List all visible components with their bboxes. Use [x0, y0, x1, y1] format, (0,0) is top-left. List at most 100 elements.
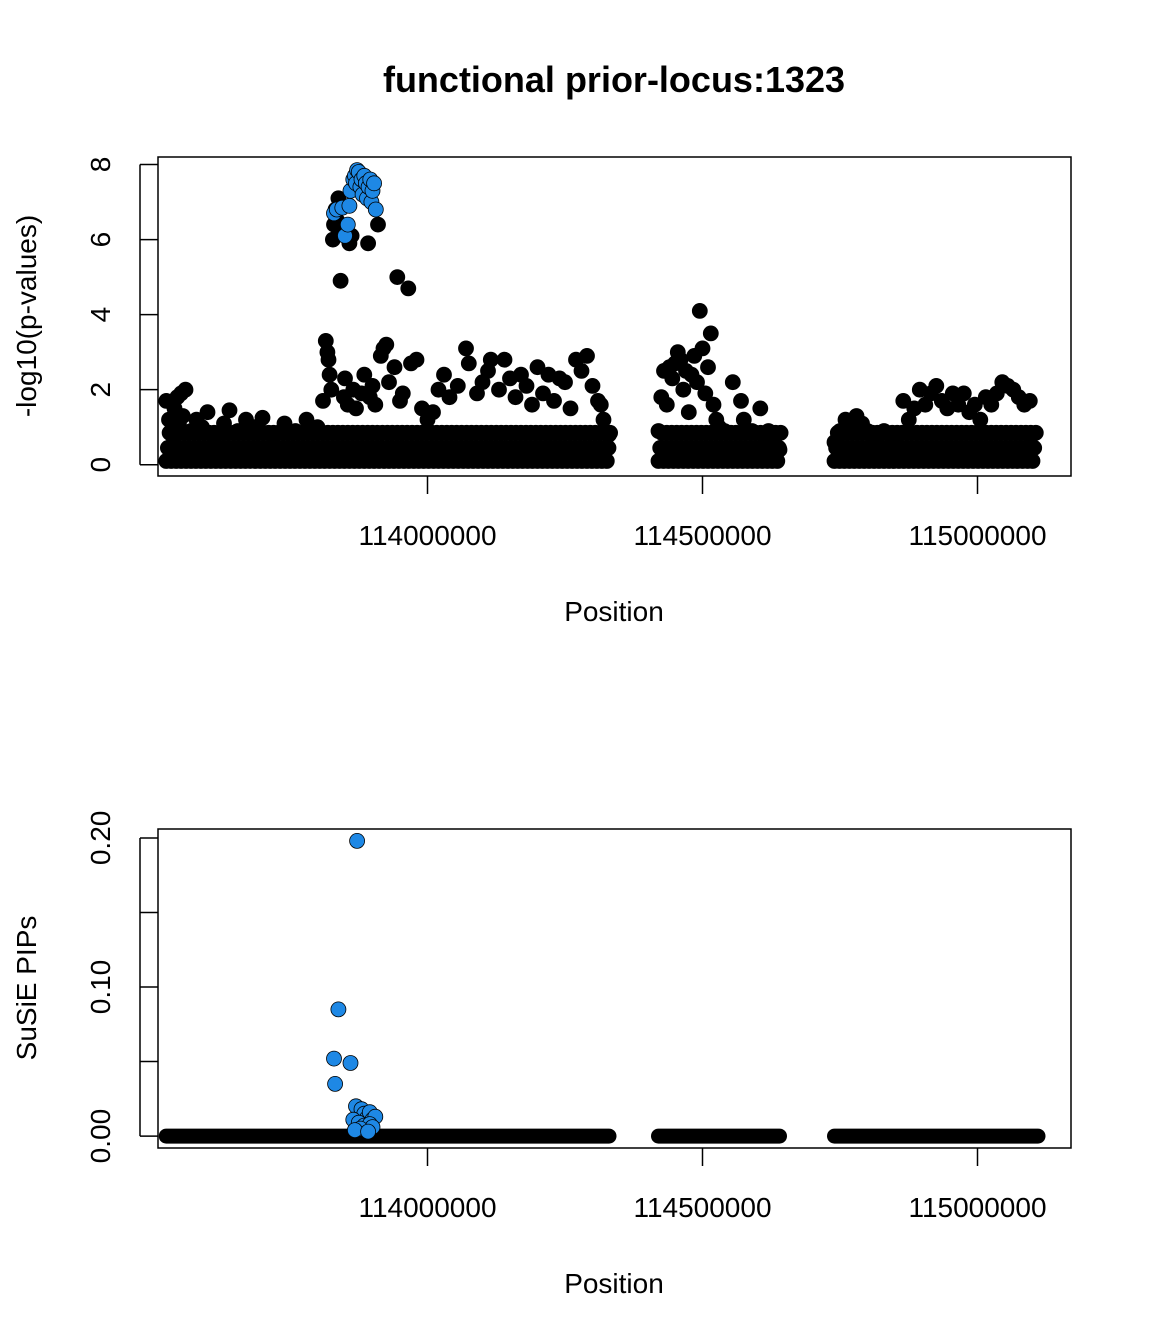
figure-title: functional prior-locus:1323: [383, 59, 845, 100]
pip-point-s1-4: [327, 1076, 344, 1092]
pvalue-y-axis-label: -log10(p-values): [11, 215, 42, 417]
pvalue-point-s0-142: [895, 392, 912, 409]
pvalue-point-s0-57: [386, 359, 403, 376]
pvalue-x-axis: 114000000 114500000 115000000: [358, 476, 1047, 551]
pvalue-point-s0-114: [691, 302, 708, 319]
pvalue-point-s0-83: [524, 396, 540, 413]
pvalue-point-s0-29: [321, 366, 338, 383]
pvalue-y-tick-label-0: 0: [85, 457, 116, 473]
pvalue-point-s0-104: [664, 370, 681, 387]
pvalue-panel: 114000000 114500000 115000000 0 2 4 6 8 Positi…: [11, 156, 1072, 627]
pvalue-point-s0-116: [697, 385, 714, 402]
pvalue-point-s0-19: [254, 409, 271, 426]
pvalue-point-s0-15: [221, 402, 238, 419]
pvalue-y-tick-label-4: 8: [85, 157, 116, 173]
pvalue-point-s0-89: [557, 374, 573, 391]
pvalue-point-s0-51: [367, 396, 384, 413]
pvalue-point-s0-90: [562, 400, 579, 417]
pvalue-y-tick-label-2: 4: [85, 307, 116, 323]
pvalue-point-base-267: [598, 453, 615, 469]
pip-x-tick-label-0: 114000000: [358, 1192, 496, 1223]
pvalue-point-s0-63: [408, 351, 425, 368]
pvalue-point-s0-78: [496, 351, 513, 368]
pvalue-point-s0-102: [658, 396, 675, 413]
pvalue-point-s0-148: [928, 377, 945, 394]
pvalue-point-s1-5: [341, 197, 358, 214]
pip-points: [158, 833, 1046, 1144]
pvalue-point-s0-28: [320, 351, 337, 368]
pvalue-point-s0-8: [177, 381, 194, 398]
pip-x-axis-label: Position: [564, 1268, 664, 1299]
pip-y-axis-label: SuSiE PIPs: [11, 916, 42, 1061]
pvalue-point-s0-66: [425, 404, 441, 421]
pvalue-point-s0-119: [705, 396, 722, 413]
pvalue-point-s0-87: [546, 392, 562, 409]
pip-x-axis: 114000000 114500000 115000000: [358, 1148, 1047, 1223]
pip-y-tick-label-0: 0.00: [85, 1109, 116, 1164]
pip-y-tick-label-2: 0.10: [85, 960, 116, 1015]
pvalue-point-s0-92: [573, 362, 590, 379]
pvalue-point-s0-97: [595, 411, 612, 428]
pvalue-point-s0-85: [535, 385, 551, 402]
pvalue-plot-frame: [157, 156, 1072, 477]
pip-panel: 114000000 114500000 115000000 0.00 0.10 0.20…: [11, 811, 1072, 1299]
pvalue-point-s0-115: [694, 340, 711, 357]
pvalue-point-s0-77: [491, 381, 507, 398]
pip-point-s1-3: [342, 1055, 359, 1071]
pip-y-axis: 0.00 0.10 0.20: [85, 811, 158, 1164]
pvalue-x-tick-label-2: 115000000: [908, 520, 1046, 551]
pip-plot-frame: [157, 828, 1072, 1149]
pvalue-point-s0-110: [680, 404, 697, 421]
pvalue-point-s0-153: [955, 385, 972, 402]
pvalue-point-base-342: [769, 453, 786, 469]
pvalue-point-s0-76: [482, 351, 499, 368]
pvalue-point-s0-61: [400, 280, 417, 297]
pvalue-point-s0-45: [348, 400, 364, 417]
pvalue-y-axis: 0 2 4 6 8: [85, 157, 158, 473]
pvalue-point-s0-155: [966, 396, 983, 413]
pvalue-point-base-343: [771, 439, 787, 456]
pvalue-point-s0-80: [507, 389, 524, 406]
pvalue-points: [158, 162, 1044, 469]
pvalue-point-base-344: [772, 424, 789, 441]
pvalue-point-s0-55: [378, 336, 395, 353]
pvalue-point-s0-56: [381, 374, 397, 391]
pvalue-point-s0-70: [449, 377, 466, 394]
pvalue-point-s1-23: [367, 201, 384, 218]
pip-point-s1-18: [346, 1122, 363, 1138]
pvalue-point-s0-67: [430, 381, 447, 398]
pvalue-x-tick-label-1: 114500000: [633, 520, 771, 551]
pvalue-point-s0-7: [174, 408, 191, 424]
pip-y-tick-label-4: 0.20: [85, 811, 116, 866]
pvalue-point-s0-127: [752, 400, 769, 417]
pvalue-point-s0-72: [460, 355, 477, 372]
pvalue-point-s0-25: [315, 392, 331, 409]
pvalue-point-base-465: [1024, 453, 1041, 469]
pvalue-point-s0-48: [360, 235, 377, 252]
pvalue-point-s0-71: [458, 340, 474, 357]
pvalue-point-s0-117: [700, 359, 716, 376]
pvalue-point-s0-94: [584, 377, 601, 394]
pvalue-y-tick-label-3: 6: [85, 232, 116, 248]
pvalue-point-s0-47: [356, 366, 373, 383]
pvalue-point-s0-108: [675, 381, 692, 398]
pip-x-tick-label-1: 114500000: [633, 1192, 771, 1223]
pvalue-point-s0-84: [529, 359, 546, 376]
pip-point-s1-19: [360, 1123, 377, 1140]
pvalue-point-s0-118: [702, 325, 719, 342]
pvalue-point-s0-50: [364, 377, 381, 394]
pvalue-point-s0-60: [394, 385, 411, 402]
pvalue-point-s0-96: [592, 396, 609, 413]
pvalue-point-s0-123: [724, 374, 741, 391]
pvalue-x-tick-label-0: 114000000: [358, 520, 496, 551]
pvalue-point-s1-4: [339, 216, 356, 233]
pvalue-point-s0-12: [199, 404, 216, 421]
pip-x-tick-label-2: 115000000: [908, 1192, 1046, 1223]
pvalue-point-s0-165: [1021, 392, 1038, 409]
pvalue-point-base-269: [602, 424, 618, 441]
pvalue-point-base-268: [600, 439, 617, 456]
pvalue-point-s0-69: [441, 389, 458, 406]
pvalue-point-s0-30: [323, 381, 340, 398]
